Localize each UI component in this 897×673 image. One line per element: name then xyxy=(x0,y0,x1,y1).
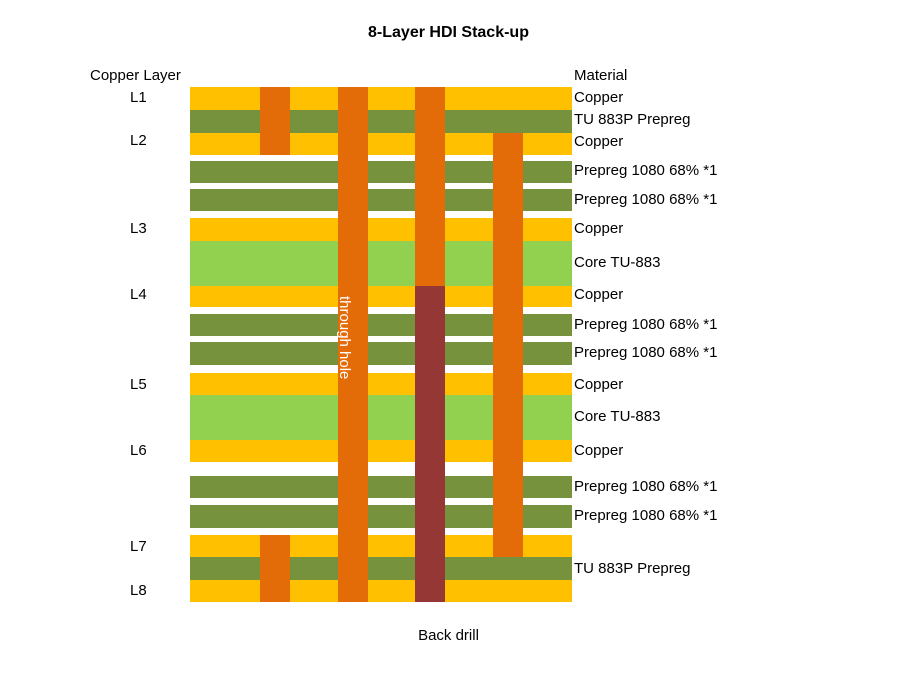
material-label: Prepreg 1080 68% *1 xyxy=(574,344,718,361)
layer-label-l5: L5 xyxy=(130,376,147,393)
material-label: Prepreg 1080 68% *1 xyxy=(574,162,718,179)
back-drill-hole xyxy=(415,286,445,602)
layer-label-l8: L8 xyxy=(130,582,147,599)
diagram-title: 8-Layer HDI Stack-up xyxy=(368,24,529,41)
layer-label-l6: L6 xyxy=(130,442,147,459)
layer-label-l1: L1 xyxy=(130,89,147,106)
layer-label-l4: L4 xyxy=(130,286,147,303)
material-label: Copper xyxy=(574,133,624,150)
copper-layer-header: Copper Layer xyxy=(90,67,181,84)
through-hole-via xyxy=(338,87,368,602)
material-label: Prepreg 1080 68% *1 xyxy=(574,478,718,495)
prepreg-layer xyxy=(190,314,572,336)
prepreg-layer xyxy=(190,342,572,365)
material-label: Core TU-883 xyxy=(574,408,661,425)
material-label: TU 883P Prepreg xyxy=(574,560,691,577)
material-label: Prepreg 1080 68% *1 xyxy=(574,316,718,333)
prepreg-layer xyxy=(190,476,572,498)
layer-label-l7: L7 xyxy=(130,538,147,555)
material-label: Copper xyxy=(574,286,624,303)
prepreg-layer xyxy=(190,161,572,183)
back-drill-label: Back drill xyxy=(418,627,479,644)
copper-layer-l6 xyxy=(190,440,572,462)
material-label: Copper xyxy=(574,376,624,393)
material-header: Material xyxy=(574,67,628,84)
through-hole-label: through hole xyxy=(336,296,353,380)
microvia-l7-l8 xyxy=(260,535,290,602)
copper-layer-l4 xyxy=(190,286,572,307)
material-label: Prepreg 1080 68% *1 xyxy=(574,191,718,208)
copper-layer-l8 xyxy=(190,580,572,602)
copper-layer-l3 xyxy=(190,218,572,241)
layer-label-l2: L2 xyxy=(130,132,147,149)
material-label: Core TU-883 xyxy=(574,254,661,271)
prepreg-layer xyxy=(190,110,572,133)
copper-layer-l1 xyxy=(190,87,572,110)
copper-layer-l5 xyxy=(190,373,572,395)
material-label: Copper xyxy=(574,442,624,459)
material-label: Copper xyxy=(574,89,624,106)
prepreg-layer xyxy=(190,505,572,528)
buried-via-l2-l7 xyxy=(493,133,523,557)
material-label: Prepreg 1080 68% *1 xyxy=(574,507,718,524)
back-drilled-via-plated xyxy=(415,87,445,286)
material-label: TU 883P Prepreg xyxy=(574,111,691,128)
prepreg-layer xyxy=(190,189,572,211)
layer-label-l3: L3 xyxy=(130,220,147,237)
prepreg-layer xyxy=(190,557,572,580)
microvia-l1-l2 xyxy=(260,87,290,155)
material-label: Copper xyxy=(574,220,624,237)
